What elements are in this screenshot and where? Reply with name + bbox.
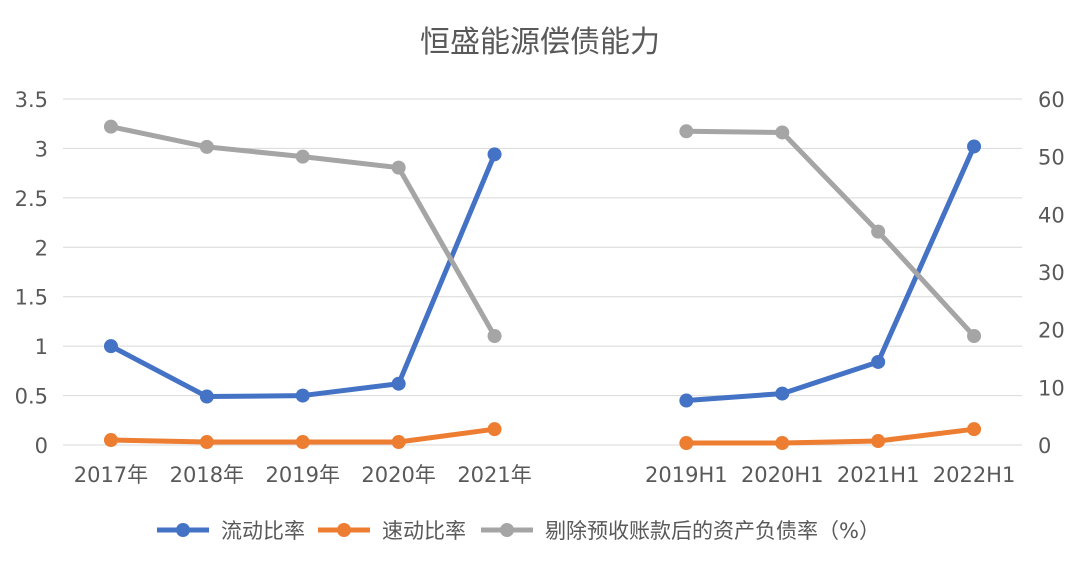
data-point bbox=[487, 147, 502, 162]
right-tick-label: 0 bbox=[1038, 434, 1051, 458]
x-tick-label: 2020H1 bbox=[741, 463, 824, 487]
data-point bbox=[967, 329, 982, 344]
x-tick-label: 2019H1 bbox=[645, 463, 728, 487]
left-tick-label: 0 bbox=[35, 434, 48, 458]
right-tick-label: 20 bbox=[1038, 319, 1065, 343]
legend-marker bbox=[176, 523, 190, 537]
x-tick-label: 2021年 bbox=[457, 463, 531, 487]
data-point bbox=[967, 139, 982, 154]
left-tick-label: 2.5 bbox=[15, 187, 48, 211]
data-point bbox=[391, 435, 406, 450]
data-point bbox=[775, 436, 790, 451]
left-tick-label: 2 bbox=[35, 236, 48, 260]
right-axis-ticks: 0 10 20 30 40 50 60 bbox=[1038, 88, 1065, 458]
x-axis-ticks: 2017年 2018年 2019年 2020年 2021年 2019H1 2020H1 202… bbox=[74, 463, 1016, 487]
series-line bbox=[108, 151, 498, 400]
x-tick-label: 2022H1 bbox=[933, 463, 1016, 487]
x-tick-label: 2017年 bbox=[74, 463, 148, 487]
series-line bbox=[683, 426, 977, 446]
data-point bbox=[391, 376, 406, 391]
right-tick-label: 50 bbox=[1038, 146, 1065, 170]
legend: 流动比率 速动比率 剔除预收账款后的资产负债率（%） bbox=[157, 519, 880, 543]
data-point bbox=[391, 160, 406, 175]
data-point bbox=[103, 119, 118, 134]
data-point bbox=[199, 435, 214, 450]
data-point bbox=[871, 354, 886, 369]
data-point bbox=[775, 386, 790, 401]
data-point bbox=[679, 393, 694, 408]
data-point bbox=[679, 124, 694, 139]
left-tick-label: 1.5 bbox=[15, 286, 48, 310]
left-tick-label: 3.5 bbox=[15, 88, 48, 112]
legend-marker bbox=[500, 523, 514, 537]
data-point bbox=[487, 329, 502, 344]
legend-label: 剔除预收账款后的资产负债率（%） bbox=[545, 519, 880, 543]
left-tick-label: 3 bbox=[35, 137, 48, 161]
data-point bbox=[871, 434, 886, 449]
x-tick-label: 2018年 bbox=[170, 463, 244, 487]
data-point bbox=[199, 139, 214, 154]
chart-title: 恒盛能源偿债能力 bbox=[420, 25, 660, 60]
data-point bbox=[871, 224, 886, 239]
data-point bbox=[295, 435, 310, 450]
data-point bbox=[295, 388, 310, 403]
data-point bbox=[679, 436, 694, 451]
data-point bbox=[295, 149, 310, 164]
legend-label: 速动比率 bbox=[382, 519, 466, 543]
x-tick-label: 2020年 bbox=[361, 463, 435, 487]
legend-label: 流动比率 bbox=[221, 519, 305, 543]
legend-marker bbox=[337, 523, 351, 537]
series-points bbox=[103, 119, 982, 451]
left-tick-label: 0.5 bbox=[15, 385, 48, 409]
data-point bbox=[487, 422, 502, 437]
left-axis-ticks: 0 0.5 1 1.5 2 2.5 3 3.5 bbox=[15, 88, 48, 458]
right-tick-label: 10 bbox=[1038, 376, 1065, 400]
right-tick-label: 30 bbox=[1038, 261, 1065, 285]
series-line bbox=[683, 143, 977, 404]
right-tick-label: 60 bbox=[1038, 88, 1065, 112]
data-point bbox=[775, 125, 790, 140]
x-tick-label: 2021H1 bbox=[837, 463, 920, 487]
x-tick-label: 2019年 bbox=[266, 463, 340, 487]
left-tick-label: 1 bbox=[35, 335, 48, 359]
data-point bbox=[199, 389, 214, 404]
data-point bbox=[103, 339, 118, 354]
series-line bbox=[683, 128, 977, 339]
right-tick-label: 40 bbox=[1038, 203, 1065, 227]
data-point bbox=[103, 433, 118, 448]
data-point bbox=[967, 422, 982, 437]
